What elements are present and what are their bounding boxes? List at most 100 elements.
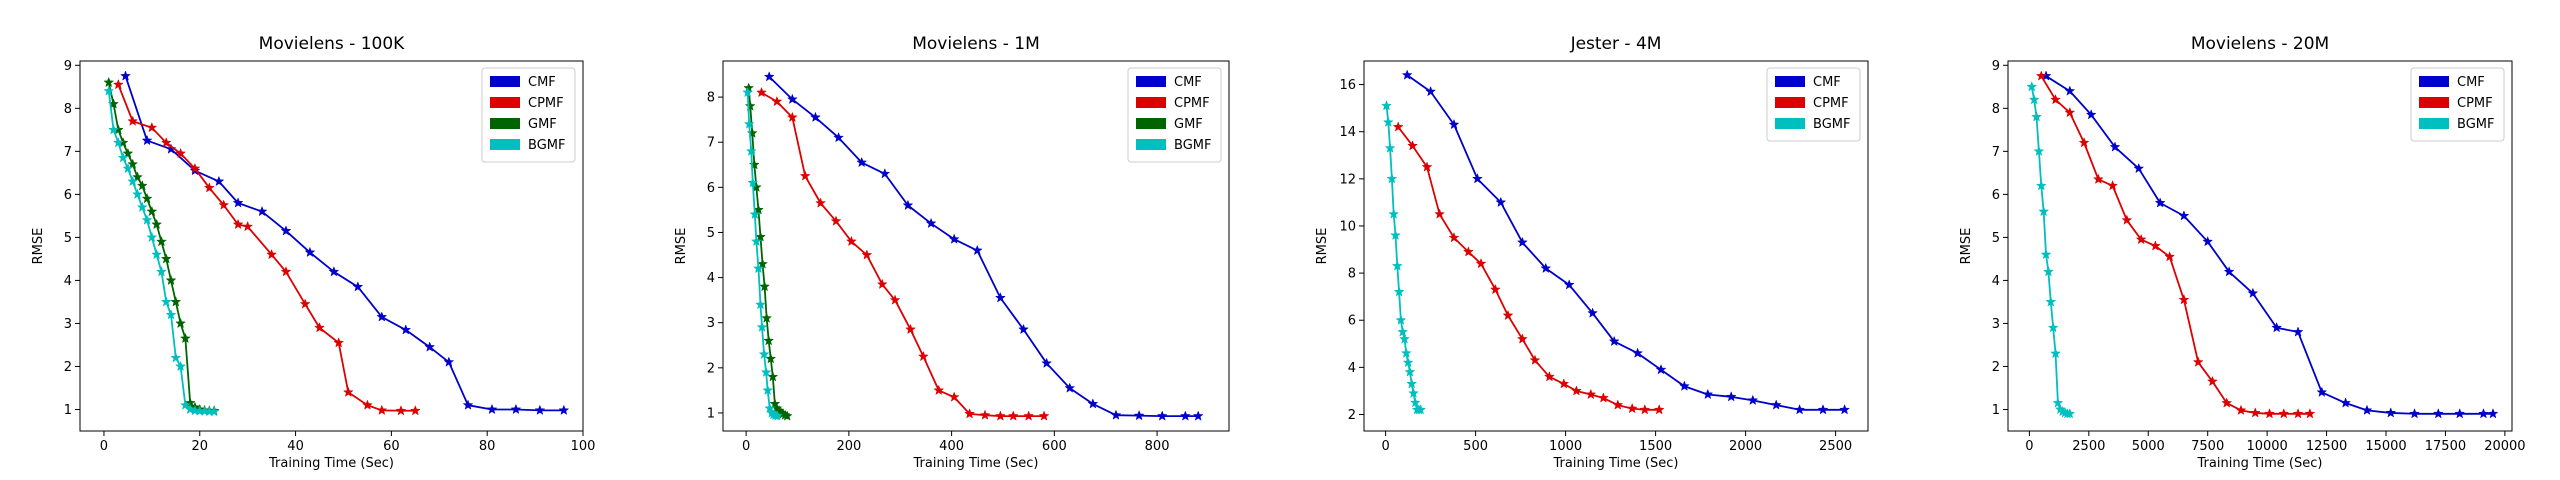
x-tick-label: 40 xyxy=(287,439,304,454)
point-gmf xyxy=(765,353,777,364)
y-tick-label: 4 xyxy=(1992,274,2000,289)
point-cpmf xyxy=(314,322,325,333)
point-cpmf xyxy=(409,405,421,416)
x-tick-label: 600 xyxy=(1042,439,1067,454)
y-tick-label: 1 xyxy=(707,406,715,421)
legend-label-bgmf: BGMF xyxy=(1813,117,1850,132)
legend-swatch-gmf xyxy=(490,118,520,129)
y-tick-label: 4 xyxy=(64,274,72,289)
point-cmf xyxy=(1516,236,1528,248)
point-gmf xyxy=(767,371,779,382)
point-cmf xyxy=(2478,408,2489,419)
point-cmf xyxy=(1817,404,1829,415)
point-cmf xyxy=(1678,380,1690,391)
x-tick-label: 0 xyxy=(742,439,750,454)
point-cmf xyxy=(902,199,914,211)
point-cpmf xyxy=(2135,233,2147,245)
point-cpmf xyxy=(1434,208,1446,219)
point-cmf xyxy=(786,93,798,104)
point-cpmf xyxy=(189,162,201,174)
y-tick-label: 7 xyxy=(1992,145,2000,160)
y-axis-label: RMSE xyxy=(31,228,46,265)
point-cmf xyxy=(833,131,845,143)
point-bgmf xyxy=(2052,397,2064,408)
x-tick-label: 17500 xyxy=(2425,439,2466,454)
point-cmf xyxy=(1655,364,1667,375)
point-cpmf xyxy=(861,249,873,260)
point-cmf xyxy=(2271,322,2283,333)
x-tick-label: 15000 xyxy=(2365,439,2406,454)
point-bgmf xyxy=(2038,205,2050,217)
point-cmf xyxy=(141,134,153,146)
point-gmf xyxy=(151,218,163,230)
x-tick-label: 5000 xyxy=(2132,439,2165,454)
x-tick-label: 0 xyxy=(2025,439,2033,454)
point-cmf xyxy=(1563,279,1575,290)
y-tick-label: 4 xyxy=(707,271,715,286)
point-cmf xyxy=(424,341,436,352)
point-gmf xyxy=(141,192,153,204)
point-cpmf xyxy=(2304,408,2316,419)
point-cmf xyxy=(2202,235,2214,247)
point-bgmf xyxy=(103,85,115,96)
y-axis-label: RMSE xyxy=(1315,228,1330,265)
point-bgmf xyxy=(122,162,134,174)
point-bgmf xyxy=(141,214,153,225)
plot-area xyxy=(2026,70,2499,419)
point-cpmf xyxy=(2221,397,2233,408)
point-cmf xyxy=(1179,410,1191,421)
point-cmf xyxy=(2178,210,2190,221)
point-cmf xyxy=(2223,266,2235,277)
point-cmf xyxy=(1156,410,1168,421)
y-tick-label: 7 xyxy=(64,145,72,160)
point-cmf xyxy=(2133,162,2145,174)
point-cmf xyxy=(1702,388,1714,400)
point-gmf xyxy=(127,158,139,169)
y-tick-label: 6 xyxy=(1348,314,1356,329)
point-cmf xyxy=(2292,326,2304,337)
point-gmf xyxy=(136,180,148,191)
x-tick-label: 60 xyxy=(383,439,400,454)
y-tick-label: 8 xyxy=(64,102,72,117)
point-gmf xyxy=(757,258,768,269)
point-cpmf xyxy=(175,147,187,159)
point-cpmf xyxy=(203,182,215,193)
point-cmf xyxy=(2432,408,2444,419)
chart-title: Jester - 4M xyxy=(1570,34,1662,54)
point-bgmf xyxy=(750,235,762,247)
point-cpmf xyxy=(1023,410,1035,421)
point-cpmf xyxy=(280,266,292,277)
point-bgmf xyxy=(1388,208,1400,219)
point-cpmf xyxy=(112,78,124,90)
point-cmf xyxy=(534,404,546,415)
point-gmf xyxy=(746,127,758,138)
point-gmf xyxy=(165,274,177,286)
point-cmf xyxy=(1747,394,1759,405)
y-tick-label: 5 xyxy=(707,226,715,241)
point-cpmf xyxy=(933,384,945,396)
point-bgmf xyxy=(1399,333,1410,344)
point-cpmf xyxy=(845,235,857,247)
point-cpmf xyxy=(1489,283,1501,295)
point-cpmf xyxy=(815,197,827,208)
point-cmf xyxy=(352,281,364,292)
point-cpmf xyxy=(1570,385,1582,396)
axes-frame xyxy=(722,60,1230,432)
legend: CMF CPMF GMF BGMF xyxy=(481,67,576,163)
x-tick-label: 400 xyxy=(939,439,964,454)
y-tick-label: 9 xyxy=(1992,59,2000,74)
legend-swatch-gmf xyxy=(1136,118,1166,129)
series-line-cpmf xyxy=(2040,75,2310,415)
point-bgmf xyxy=(743,118,755,129)
plot-area xyxy=(1381,69,1851,415)
point-cmf xyxy=(165,143,177,154)
point-cmf xyxy=(1018,323,1029,335)
legend: CMF CPMF BGMF xyxy=(1766,67,1861,142)
point-bgmf xyxy=(165,309,177,320)
point-cmf xyxy=(810,111,821,123)
y-tick-label: 9 xyxy=(64,59,72,74)
x-axis-label: Training Time (Sec) xyxy=(1553,456,1679,471)
point-bgmf xyxy=(772,410,783,421)
point-cpmf xyxy=(2121,214,2133,225)
